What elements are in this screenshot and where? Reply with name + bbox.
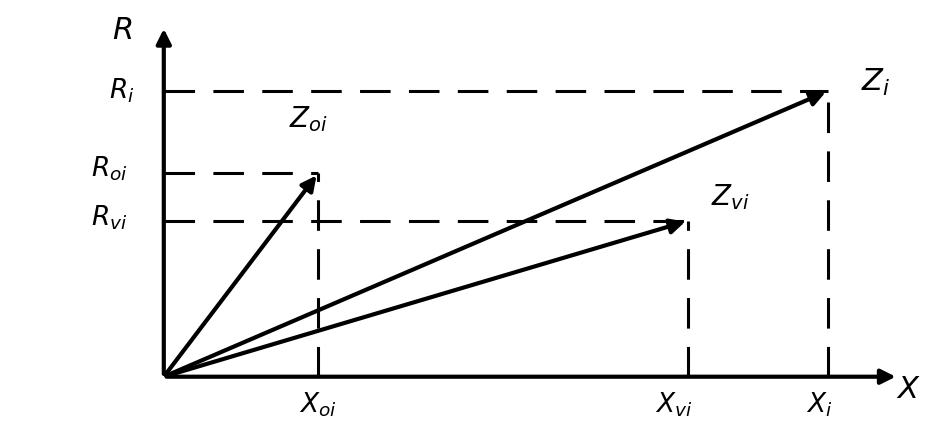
- Text: $\mathbf{\mathit{R_i}}$: $\mathbf{\mathit{R_i}}$: [109, 77, 135, 105]
- Text: $\mathbf{\mathit{R}}$: $\mathbf{\mathit{R}}$: [111, 16, 132, 45]
- Text: $\mathbf{\mathit{R_{oi}}}$: $\mathbf{\mathit{R_{oi}}}$: [91, 155, 128, 183]
- Text: $\mathbf{\mathit{X_i}}$: $\mathbf{\mathit{X_i}}$: [806, 391, 832, 419]
- Text: $\mathbf{\mathit{Z_i}}$: $\mathbf{\mathit{Z_i}}$: [861, 67, 890, 98]
- Text: $\mathbf{\mathit{X_{oi}}}$: $\mathbf{\mathit{X_{oi}}}$: [300, 391, 337, 419]
- Text: $\mathbf{\mathit{X_{vi}}}$: $\mathbf{\mathit{X_{vi}}}$: [655, 391, 693, 419]
- Text: $\mathbf{\mathit{Z_{vi}}}$: $\mathbf{\mathit{Z_{vi}}}$: [711, 182, 750, 212]
- Text: $\mathbf{\mathit{X}}$: $\mathbf{\mathit{X}}$: [896, 375, 920, 404]
- Text: $\mathbf{\mathit{Z_{oi}}}$: $\mathbf{\mathit{Z_{oi}}}$: [289, 104, 329, 134]
- Text: $\mathbf{\mathit{R_{vi}}}$: $\mathbf{\mathit{R_{vi}}}$: [92, 203, 127, 232]
